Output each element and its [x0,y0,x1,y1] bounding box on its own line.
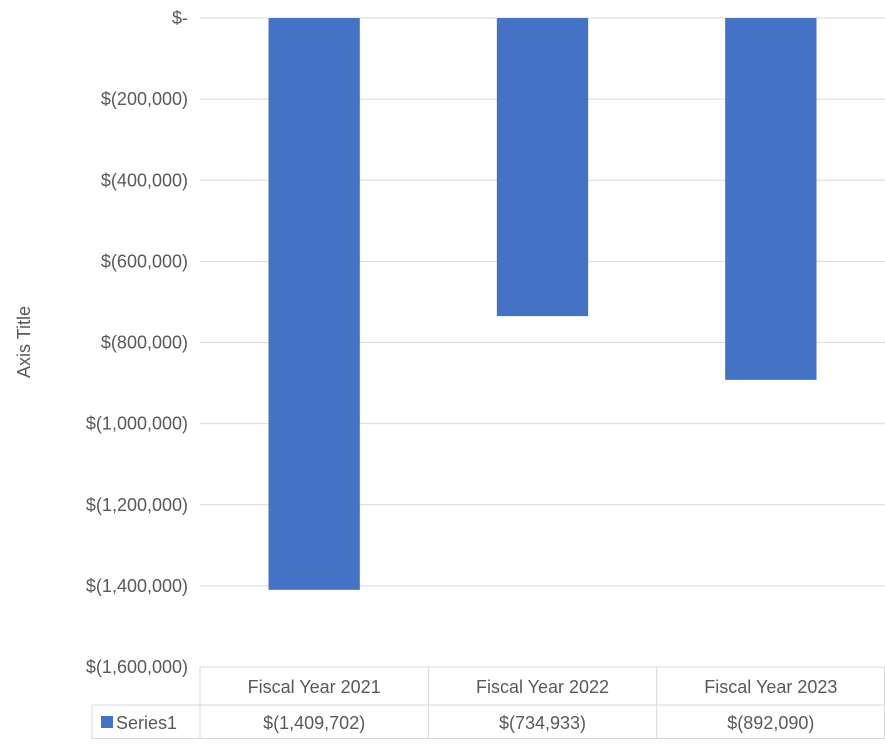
y-tick-label: $(1,600,000) [86,657,188,677]
y-tick-label: $(200,000) [101,89,188,109]
bar [496,18,589,317]
y-tick-label: $(800,000) [101,333,188,353]
data-table-value: $(892,090) [727,713,814,733]
x-category-label: Fiscal Year 2023 [704,677,837,697]
y-tick-label: $(400,000) [101,170,188,190]
y-tick-label: $(1,000,000) [86,414,188,434]
data-table-value: $(1,409,702) [263,713,365,733]
legend-key-series1 [101,716,113,728]
y-axis-title: Axis Title [14,306,34,378]
bars [268,18,817,590]
x-category-label: Fiscal Year 2021 [248,677,381,697]
y-tick-label: $(1,400,000) [86,576,188,596]
bar [725,18,817,380]
data-table: Fiscal Year 2021 $(1,409,702) Fiscal Year … [91,666,885,739]
y-tick-labels: $- $(200,000) $(400,000) $(600,000) $(800,00… [86,8,188,677]
y-tick-label: $(1,200,000) [86,495,188,515]
data-table-row-label: Series1 [116,713,177,733]
data-table-value: $(734,933) [499,713,586,733]
bar [268,18,360,590]
x-category-label: Fiscal Year 2022 [476,677,609,697]
y-tick-label: $(600,000) [101,251,188,271]
y-tick-label: $- [172,8,188,28]
